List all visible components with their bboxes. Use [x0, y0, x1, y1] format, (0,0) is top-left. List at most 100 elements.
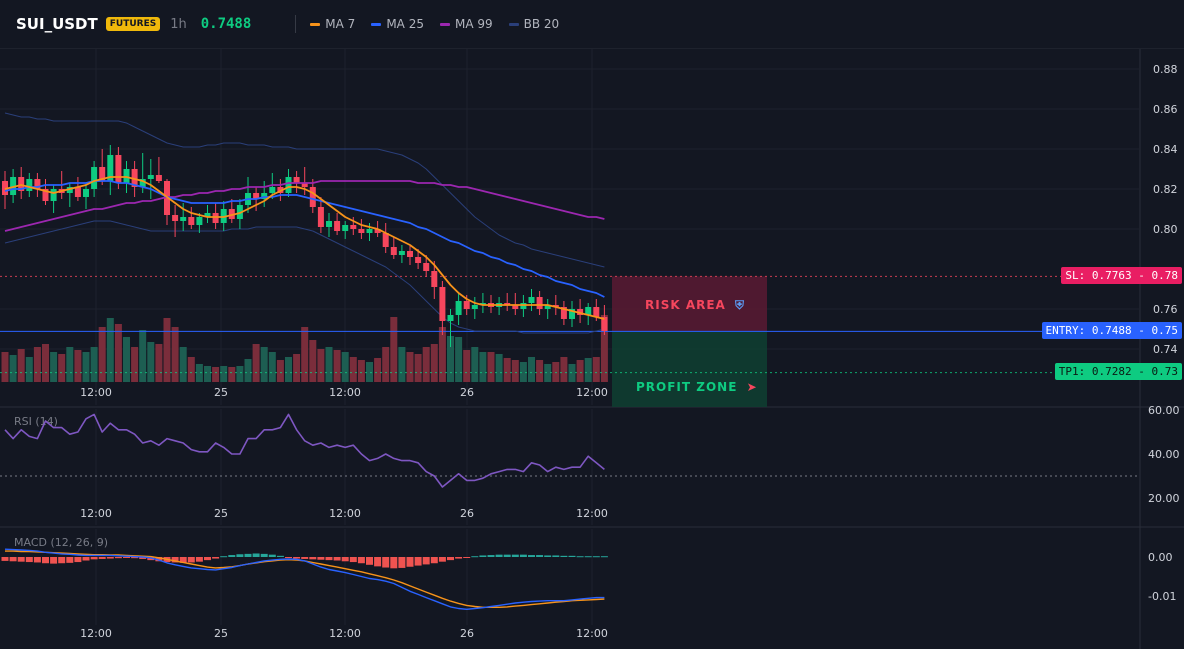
macd-histogram-bar	[479, 555, 487, 557]
candle-body	[285, 177, 292, 193]
macd-line	[4, 548, 605, 610]
candle-body	[74, 187, 81, 197]
volume-bar	[171, 327, 179, 382]
macd-histogram-bar	[123, 557, 130, 558]
sl-price-label: SL: 0.7763 - 0.78	[1061, 267, 1182, 284]
candle-body	[18, 177, 25, 191]
rsi-tick-label: 20.00	[1148, 492, 1180, 505]
volume-bar	[430, 344, 438, 382]
price-tick-label: 0.86	[1153, 103, 1178, 116]
candle-body	[10, 177, 17, 195]
macd-histogram-bar	[260, 553, 268, 557]
candle-body	[180, 217, 187, 221]
volume-bar	[560, 357, 568, 382]
macd-histogram-bar	[325, 557, 333, 561]
candle-body	[479, 303, 486, 305]
macd-histogram-bar	[268, 554, 276, 557]
time-tick-label: 25	[214, 627, 228, 640]
time-tick-label: 12:00	[576, 627, 608, 640]
volume-bar	[131, 347, 139, 382]
macd-title: MACD (12, 26, 9)	[14, 536, 108, 549]
candle-body	[382, 233, 389, 247]
macd-histogram-bar	[276, 555, 284, 557]
macd-histogram-bar	[333, 557, 341, 561]
volume-bar	[341, 352, 349, 382]
chart-header: SUI_USDT FUTURES 1h 0.7488 MA 7 MA 25 MA…	[0, 0, 1184, 49]
volume-bar	[600, 315, 608, 382]
volume-bar	[406, 352, 414, 382]
time-tick-label: 12:00	[80, 507, 112, 520]
risk-area-zone	[612, 276, 767, 332]
volume-bar	[438, 327, 446, 382]
time-tick-label: 12:00	[80, 386, 112, 399]
macd-histogram-bar	[455, 557, 463, 559]
macd-histogram-bar	[1, 557, 9, 561]
macd-histogram-bar	[560, 555, 568, 557]
header-divider	[295, 15, 297, 33]
volume-bar	[536, 360, 544, 382]
volume-bar	[357, 360, 365, 382]
macd-histogram-bar	[552, 555, 560, 557]
volume-bar	[220, 366, 228, 382]
volume-bar	[212, 367, 220, 382]
timeframe-selector[interactable]: 1h	[170, 16, 187, 32]
candle-body	[253, 193, 260, 199]
candle-body	[99, 167, 106, 181]
volume-bar	[179, 347, 187, 382]
candle-body	[26, 179, 33, 191]
macd-histogram-bar	[147, 557, 155, 561]
candle-body	[91, 167, 98, 189]
volume-bar	[495, 354, 503, 382]
legend-item-bb20[interactable]: BB 20	[508, 17, 559, 31]
candle-body	[439, 287, 446, 321]
rocket-icon: ➤	[746, 380, 758, 394]
macd-histogram-bar	[366, 557, 373, 565]
price-tick-label: 0.82	[1153, 183, 1178, 196]
macd-tick-label: 0.00	[1148, 551, 1173, 564]
candle-body	[512, 305, 519, 309]
macd-histogram-bar	[519, 554, 527, 557]
macd-histogram-bar	[244, 553, 252, 557]
symbol-name[interactable]: SUI_USDT	[16, 15, 98, 33]
time-tick-label: 12:00	[576, 507, 608, 520]
bb-lower-line	[4, 220, 605, 334]
volume-bar	[422, 347, 430, 382]
macd-histogram-bar	[544, 555, 552, 557]
time-tick-label: 25	[214, 386, 228, 399]
macd-histogram-bar	[82, 557, 90, 561]
volume-bar	[528, 357, 535, 382]
candle-body	[560, 307, 567, 319]
volume-bar	[106, 318, 114, 382]
legend-item-ma7[interactable]: MA 7	[310, 17, 355, 31]
macd-histogram-bar	[592, 556, 600, 558]
macd-histogram-bar	[422, 557, 430, 565]
candle-body	[212, 213, 219, 223]
sl-axis-value: 0.78	[1151, 269, 1179, 282]
candle-body	[342, 225, 349, 231]
candle-body	[455, 301, 462, 315]
macd-histogram-bar	[568, 555, 576, 557]
candle-body	[350, 225, 357, 229]
candle-body	[398, 251, 405, 255]
candle-body	[431, 271, 438, 287]
candle-body	[115, 155, 122, 183]
macd-histogram-bar	[179, 557, 187, 563]
volume-bar	[25, 357, 33, 382]
macd-histogram-bar	[114, 557, 122, 559]
macd-histogram-bar	[430, 557, 438, 564]
macd-histogram-bar	[42, 557, 49, 564]
legend-item-ma25[interactable]: MA 25	[371, 17, 424, 31]
macd-histogram-bar	[252, 553, 260, 557]
price-tick-label: 0.84	[1153, 143, 1178, 156]
volume-bar	[228, 367, 236, 382]
bb-upper-line	[4, 112, 605, 268]
legend-item-ma99[interactable]: MA 99	[439, 17, 493, 31]
candle-body	[220, 209, 227, 223]
candle-body	[326, 221, 332, 227]
volume-bar	[293, 354, 301, 382]
candle-body	[188, 217, 195, 225]
macd-histogram-bar	[236, 554, 244, 557]
time-tick-label: 26	[460, 627, 474, 640]
candle-body	[155, 175, 162, 181]
